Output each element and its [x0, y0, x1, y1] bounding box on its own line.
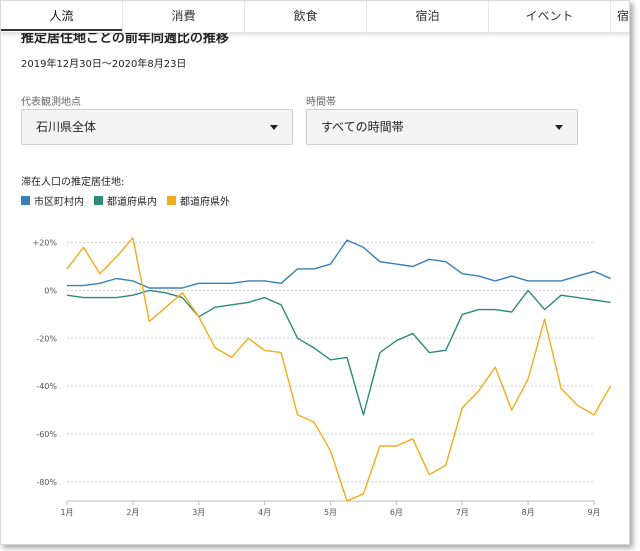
legend-swatch-outside	[167, 196, 176, 205]
y-tick-label: +20%	[33, 239, 58, 248]
legend-label-city: 市区町村内	[34, 197, 84, 208]
x-tick-label: 1月	[60, 508, 73, 517]
series-line-prefecture	[66, 289, 611, 416]
x-tick-label: 4月	[258, 508, 271, 517]
x-tick-label: 5月	[324, 508, 337, 517]
date-range: 2019年12月30日〜2020年8月23日	[21, 59, 187, 70]
time-select-value: すべての時間帯	[321, 120, 404, 134]
legend-swatch-prefecture	[94, 196, 103, 205]
y-tick-label: 0%	[44, 286, 57, 295]
window-frame: 人流 消費 飲食 宿泊 イベント 宿 推定居住地ごとの前年同週比の推移 2019…	[0, 0, 630, 545]
tab-consumption[interactable]: 消費	[123, 1, 245, 33]
x-tick-label: 7月	[456, 508, 469, 517]
location-label: 代表観測地点	[21, 97, 81, 108]
legend-label-outside: 都道府県外	[180, 197, 230, 208]
chevron-down-icon	[270, 125, 278, 130]
x-tick-label: 6月	[390, 508, 403, 517]
series-line-city	[67, 239, 611, 289]
y-tick-label: -60%	[36, 430, 57, 439]
chevron-down-icon	[555, 125, 563, 130]
legend-title: 滞在人口の推定居住地:	[21, 177, 125, 188]
y-tick-label: -80%	[36, 478, 57, 487]
tab-people-flow[interactable]: 人流	[1, 1, 123, 33]
chart-legend: 市区町村内 都道府県内 都道府県外	[21, 193, 230, 208]
legend-swatch-city	[21, 196, 30, 205]
x-tick-label: 8月	[522, 508, 535, 517]
time-label: 時間帯	[306, 97, 336, 108]
tab-dining[interactable]: 飲食	[245, 1, 367, 33]
tab-bar: 人流 消費 飲食 宿泊 イベント 宿	[1, 1, 630, 33]
series-line-outside	[66, 237, 612, 502]
x-tick-label: 2月	[126, 508, 139, 517]
y-tick-label: -40%	[36, 382, 57, 391]
location-select-value: 石川県全体	[36, 120, 97, 134]
x-tick-label: 3月	[192, 508, 205, 517]
x-tick-label: 9月	[587, 508, 600, 517]
time-select[interactable]: すべての時間帯	[306, 109, 578, 145]
legend-label-prefecture: 都道府県内	[107, 197, 157, 208]
legend-item-outside[interactable]: 都道府県外	[167, 193, 230, 208]
location-select[interactable]: 石川県全体	[21, 109, 293, 145]
legend-item-city[interactable]: 市区町村内	[21, 193, 84, 208]
tab-events[interactable]: イベント	[489, 1, 611, 33]
legend-item-prefecture[interactable]: 都道府県内	[94, 193, 157, 208]
y-tick-label: -20%	[36, 334, 57, 343]
chart-heading: 推定居住地ごとの前年同週比の推移	[21, 31, 229, 46]
tab-partial[interactable]: 宿	[617, 9, 630, 23]
line-chart: +20% 0% -20% -40% -60% -80% 1月 2月 3月 4月 5月 6月 7月 8月 9月	[33, 237, 612, 517]
tab-lodging[interactable]: 宿泊	[367, 1, 489, 33]
